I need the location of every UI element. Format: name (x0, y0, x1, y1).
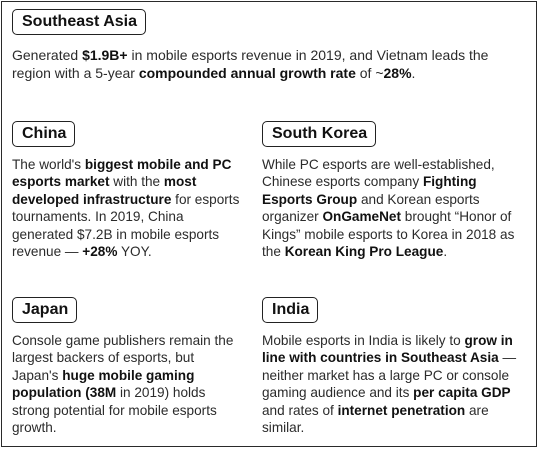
text-run: brought “Honor of Kings” mobile esports … (262, 209, 515, 260)
section-label: China (12, 121, 76, 147)
highlight-text: Fighting Esports Group (262, 174, 477, 207)
text-run: The world's (12, 157, 85, 172)
text-run: Mobile esports in India is likely to (262, 333, 465, 348)
highlight-text: compounded annual growth rate (138, 64, 356, 81)
highlight-text: grow in line with countries in Southeast… (262, 333, 513, 366)
highlight-text: per capita GDP (413, 385, 511, 401)
text-run: are similar. (262, 402, 489, 436)
section-label: South Korea (262, 121, 377, 147)
text-run: and rates of (262, 402, 338, 418)
section-description: Generated $1.9B+ in mobile esports reven… (12, 47, 527, 82)
highlight-text: most developed infrastructure (12, 174, 197, 207)
section-label: Japan (12, 297, 78, 323)
highlight-text: biggest mobile and PC esports market (12, 157, 232, 190)
text-run: and Korean esports organizer (262, 191, 480, 225)
highlight-text: 28% (383, 64, 412, 81)
highlight-text: +28% (82, 244, 118, 260)
highlight-text: Korean King Pro League (284, 244, 444, 260)
section-label: India (262, 297, 319, 323)
section-description: Console game publishers remain the large… (12, 332, 244, 436)
text-run: in 2019) holds strong potential for mobi… (12, 385, 217, 436)
highlight-text: $1.9B+ (82, 47, 128, 63)
text-run: . (443, 244, 448, 260)
text-run: YOY. (117, 244, 152, 260)
section-description: Mobile esports in India is likely to gro… (262, 332, 530, 436)
text-run: Console game publishers remain the large… (12, 333, 234, 383)
text-run: Generated (12, 47, 83, 63)
text-run: for esports tournaments. In 2019, China … (12, 191, 240, 260)
section-description: The world's biggest mobile and PC esport… (12, 156, 244, 260)
text-run: in mobile esports revenue in 2019, and V… (12, 47, 489, 81)
text-run: . (411, 64, 416, 81)
section-label: Southeast Asia (12, 9, 146, 35)
section-southeast-asia: Southeast Asia Generated $1.9B+ in mobil… (12, 9, 527, 82)
text-run: While PC esports are well-established, C… (262, 157, 495, 190)
text-run: of ~ (355, 64, 384, 81)
section-japan: Japan Console game publishers remain the… (12, 297, 244, 436)
highlight-text: OnGameNet (322, 209, 402, 225)
section-south-korea: South Korea While PC esports are well-es… (262, 121, 530, 260)
highlight-text: internet penetration (337, 402, 466, 418)
highlight-text: (38M (85, 385, 117, 401)
text-run: — neither market has a large PC or conso… (262, 350, 517, 401)
section-china: China The world's biggest mobile and PC … (12, 121, 244, 260)
text-run: with the (109, 174, 164, 190)
section-description: While PC esports are well-established, C… (262, 156, 530, 260)
section-india: India Mobile esports in India is likely … (262, 297, 530, 436)
highlight-text: huge mobile gaming population (12, 367, 195, 401)
